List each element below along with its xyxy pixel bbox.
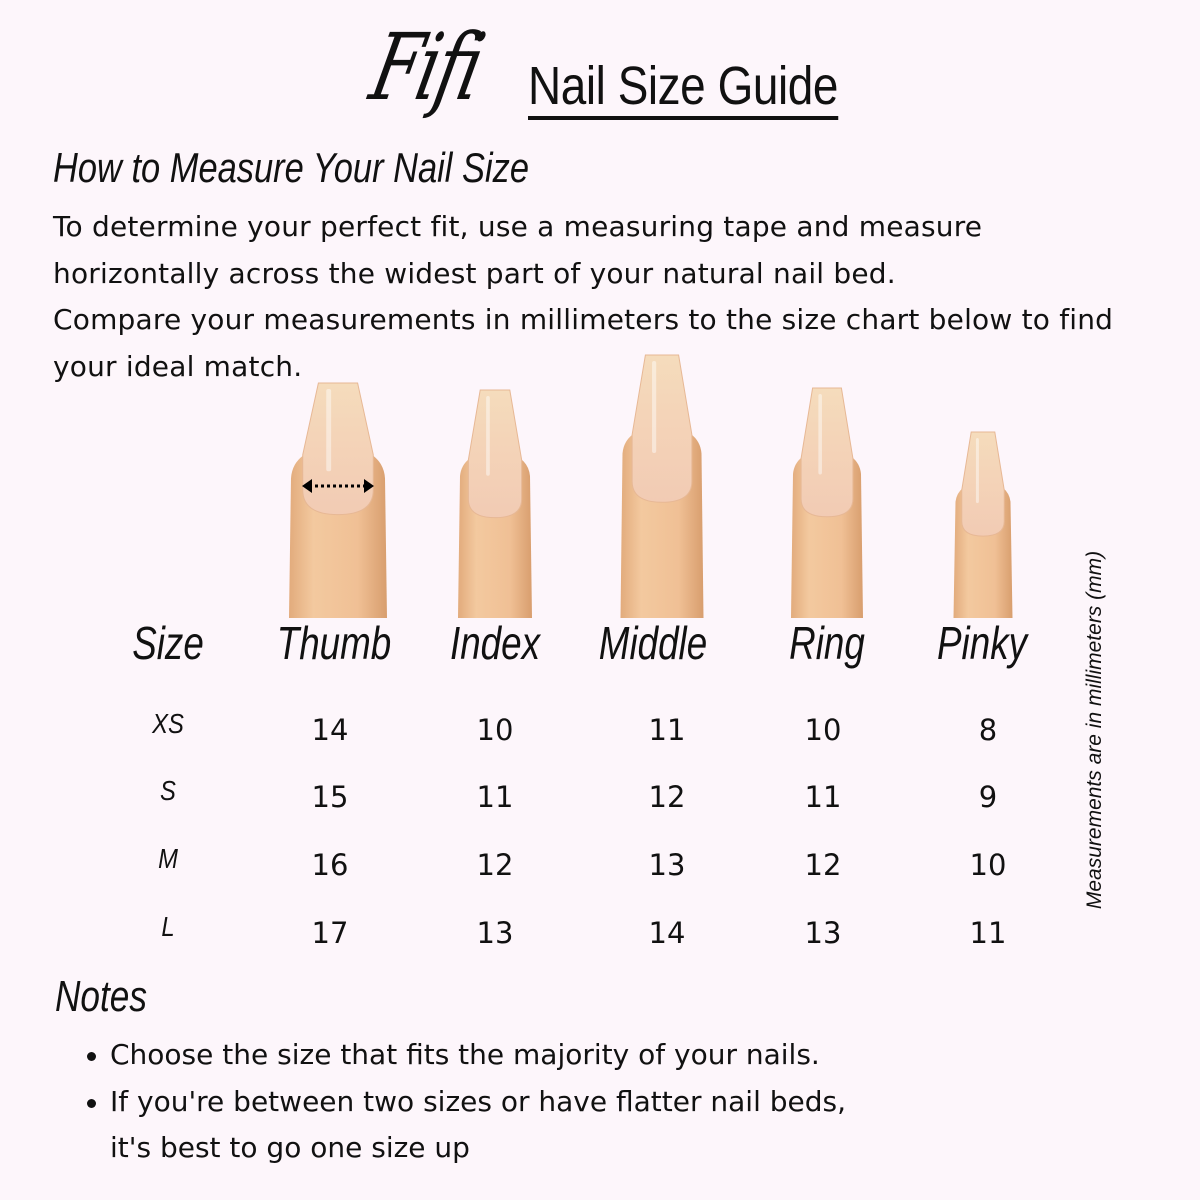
note-item: Choose the size that fits the majority o…	[85, 1032, 846, 1079]
column-header: Thumb	[276, 617, 392, 669]
notes-list: Choose the size that fits the majority o…	[85, 1032, 846, 1172]
size-value: 12	[648, 780, 686, 814]
notes-heading: Notes	[55, 972, 147, 1021]
size-label: XS	[152, 708, 184, 739]
instruction-line: Compare your measurements in millimeters…	[53, 303, 1114, 336]
finger-pinky	[953, 431, 1013, 618]
column-header: Index	[449, 617, 541, 669]
column-header: Ring	[789, 617, 865, 669]
size-value: 11	[476, 780, 514, 814]
finger-middle	[620, 354, 704, 618]
nail-shine	[652, 361, 657, 454]
size-label: M	[158, 843, 178, 874]
size-value: 11	[648, 713, 686, 747]
size-label: S	[160, 775, 176, 806]
page-title: Nail Size Guide	[528, 56, 838, 120]
size-value: 11	[969, 916, 1007, 950]
size-value: 13	[804, 916, 842, 950]
finger-illustrations	[289, 354, 1013, 618]
size-value: 15	[311, 780, 349, 814]
size-value: 16	[311, 848, 349, 882]
nail	[961, 431, 1005, 537]
size-value: 9	[978, 780, 998, 814]
instruction-line: horizontally across the widest part of y…	[53, 256, 896, 290]
nail-shine	[975, 438, 979, 504]
finger-thumb	[289, 382, 387, 618]
size-value: 10	[969, 848, 1007, 882]
size-label: L	[161, 911, 175, 942]
instruction-line: To determine your perfect fit, use a mea…	[53, 210, 983, 243]
size-value: 12	[476, 848, 514, 882]
size-value: 14	[648, 916, 686, 950]
arrowhead-icon	[364, 479, 374, 493]
nail-shine	[326, 389, 332, 472]
unit-note: Measurements are in millimeters (mm)	[1083, 550, 1106, 910]
nail	[467, 389, 523, 519]
column-header: Middle	[598, 617, 708, 669]
size-value: 13	[648, 848, 686, 882]
size-value: 8	[978, 713, 998, 747]
column-header: Size	[132, 617, 204, 669]
size-value: 10	[804, 713, 842, 747]
size-value: 13	[476, 916, 514, 950]
instruction-line: your ideal match.	[53, 349, 303, 383]
size-value: 12	[804, 848, 842, 882]
finger-index	[458, 389, 532, 618]
size-value: 17	[311, 916, 349, 950]
column-header: Pinky	[937, 617, 1027, 669]
finger-ring	[791, 387, 863, 618]
size-value: 14	[311, 713, 349, 747]
nail	[631, 354, 693, 503]
measure-heading: How to Measure Your Nail Size	[53, 144, 530, 191]
nail-shine	[818, 394, 822, 475]
size-value: 10	[476, 713, 514, 747]
note-item-continued: it's best to go one size up	[110, 1131, 470, 1164]
note-item: If you're between two sizes or have flat…	[85, 1079, 846, 1126]
nail	[302, 382, 374, 516]
nail-shine	[486, 396, 490, 476]
arrowhead-icon	[302, 479, 312, 493]
size-value: 11	[804, 780, 842, 814]
nail	[800, 387, 854, 518]
instructions-text: To determine your perfect fit, use a mea…	[53, 204, 1153, 390]
